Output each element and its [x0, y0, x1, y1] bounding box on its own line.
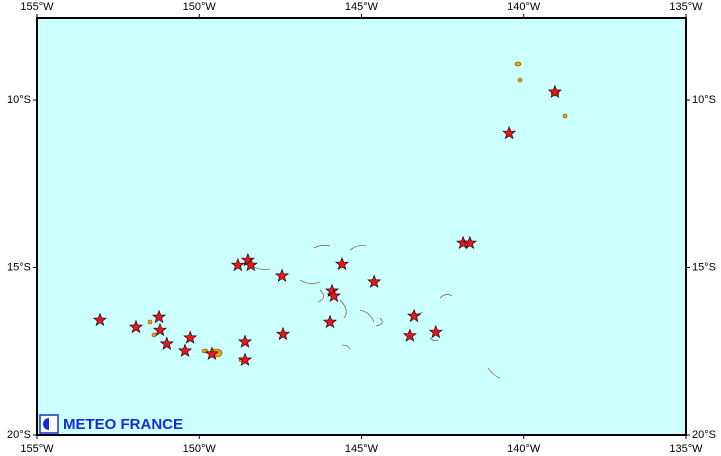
- x-tick-label: 155°W: [20, 1, 54, 13]
- station-marker: [428, 324, 443, 339]
- station-marker: [367, 274, 382, 288]
- x-tick-label: 150°W: [183, 443, 217, 455]
- y-tick-label: 15°S: [692, 261, 716, 273]
- station-marker: [334, 256, 350, 271]
- x-tick-label: 150°W: [183, 1, 217, 13]
- station-marker: [322, 314, 338, 329]
- station-marker: [462, 235, 477, 249]
- y-tick-label: 20°S: [7, 429, 31, 441]
- station-marker: [237, 352, 253, 366]
- y-tick-label: 20°S: [692, 429, 716, 441]
- station-marker: [326, 288, 341, 303]
- x-tick-label: 145°W: [345, 443, 379, 455]
- station-marker: [243, 257, 258, 272]
- station-marker: [237, 334, 253, 348]
- station-marker: [407, 308, 422, 323]
- logo: METEO FRANCE: [39, 414, 183, 434]
- sea: [37, 18, 686, 435]
- station-marker: [152, 322, 168, 337]
- station-marker: [183, 330, 198, 344]
- logo-text: METEO FRANCE: [63, 416, 183, 433]
- y-tick-label: 10°S: [7, 94, 31, 106]
- station-marker: [92, 312, 107, 327]
- station-marker: [547, 84, 562, 98]
- station-marker: [177, 343, 193, 357]
- station-marker: [402, 328, 417, 342]
- y-tick-label: 15°S: [7, 261, 31, 273]
- logo-icon: [43, 418, 49, 430]
- station-marker: [230, 257, 245, 272]
- x-tick-label: 155°W: [20, 443, 54, 455]
- x-tick-label: 135°W: [669, 1, 703, 13]
- station-marker: [204, 346, 219, 360]
- y-tick-label: 10°S: [692, 94, 716, 106]
- x-tick-label: 140°W: [507, 443, 541, 455]
- station-marker: [159, 336, 174, 350]
- station-marker: [275, 326, 291, 341]
- station-marker: [502, 125, 517, 140]
- station-marker: [151, 309, 167, 324]
- x-tick-label: 140°W: [507, 1, 541, 13]
- station-marker: [274, 268, 290, 282]
- x-tick-label: 135°W: [669, 443, 703, 455]
- station-marker: [128, 319, 144, 334]
- x-tick-label: 145°W: [345, 1, 379, 13]
